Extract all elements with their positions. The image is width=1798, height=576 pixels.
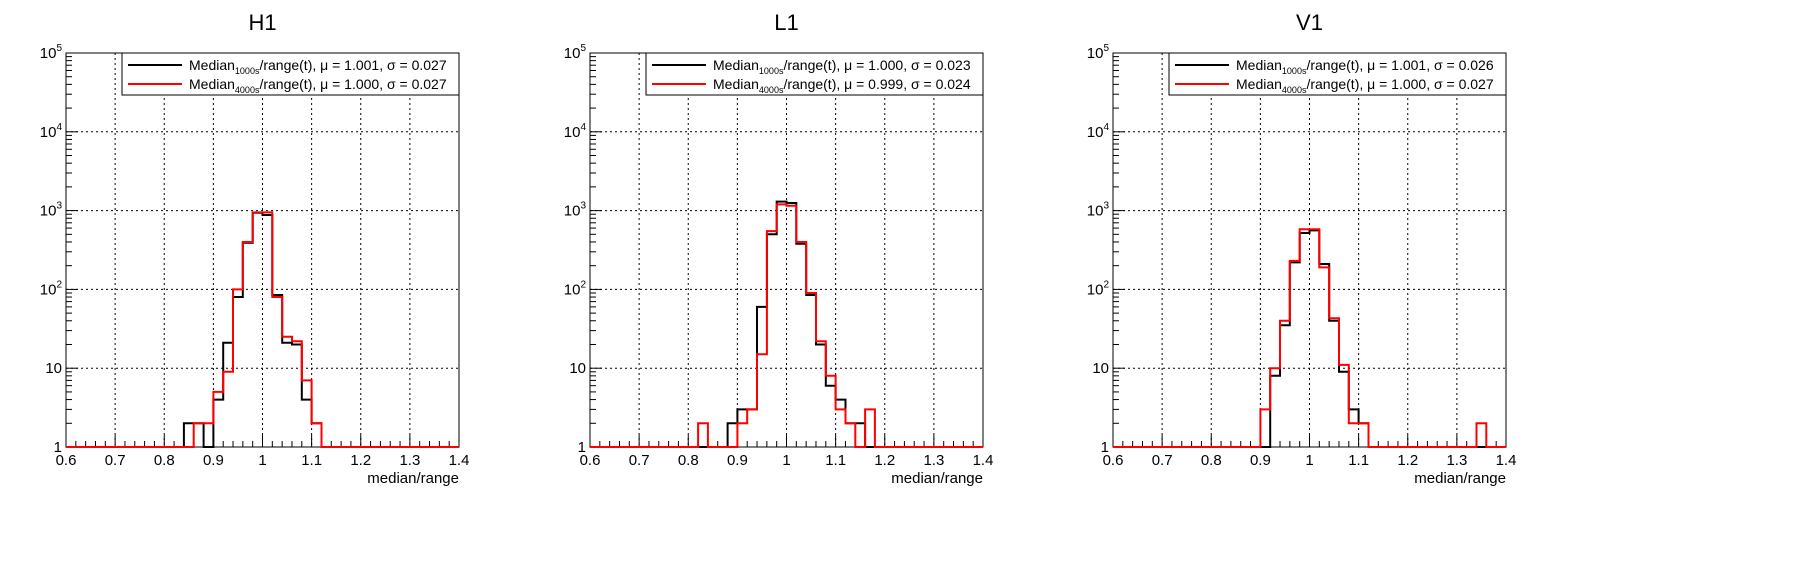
panel-h1: H1 0.6 0.7 0.8 0.9 1 1.1 1.2 1.3 1.4 1 10 102 103 104 1… <box>40 10 470 487</box>
x-tick-label: 1.3 <box>1446 452 1467 469</box>
y-tick-label: 104 <box>1087 122 1110 141</box>
x-tick-label: 1.1 <box>1348 452 1369 469</box>
x-axis-label: median/range <box>891 470 983 487</box>
x-tick-label: 0.7 <box>629 452 650 469</box>
panel-l1: L1 0.6 0.7 0.8 0.9 1 1.1 1.2 1.3 1.4 1 10 102 103 104 1… <box>564 10 994 487</box>
y-tick-label: 10 <box>45 360 62 377</box>
legend-entry: Median4000s/range(t), μ = 1.000, σ = 0.0… <box>189 76 447 95</box>
legend-entry: Median4000s/range(t), μ = 0.999, σ = 0.0… <box>713 76 971 95</box>
legend-box <box>121 52 460 96</box>
legend: Median1000s/range(t), μ = 1.001, σ = 0.0… <box>121 52 460 96</box>
y-tick-label: 1 <box>54 439 62 456</box>
x-tick-label: 0.9 <box>1250 452 1271 469</box>
legend: Median1000s/range(t), μ = 1.000, σ = 0.0… <box>645 52 984 96</box>
y-axis-ticks <box>590 52 602 448</box>
x-tick-label: 1.3 <box>399 452 420 469</box>
grid <box>66 53 459 447</box>
legend-box <box>645 52 984 96</box>
x-tick-label: 1 <box>782 452 790 469</box>
y-tick-label: 104 <box>564 122 587 141</box>
x-tick-label: 0.8 <box>1201 452 1222 469</box>
y-axis-ticks <box>1113 52 1125 448</box>
x-tick-label: 0.9 <box>203 452 224 469</box>
chart-title: V1 <box>1296 10 1323 35</box>
legend-box <box>1168 52 1507 96</box>
y-tick-label: 102 <box>564 279 587 298</box>
x-tick-label: 1 <box>1305 452 1313 469</box>
x-tick-label: 1.1 <box>301 452 322 469</box>
grid <box>1113 53 1506 447</box>
x-axis-label: median/range <box>367 470 459 487</box>
x-tick-label: 1.4 <box>1496 452 1517 469</box>
x-tick-label: 1.3 <box>923 452 944 469</box>
x-tick-label: 0.8 <box>678 452 699 469</box>
y-tick-label: 103 <box>1087 201 1110 220</box>
histogram-series-4000s <box>590 203 983 448</box>
grid <box>590 53 983 447</box>
x-tick-label: 1.4 <box>973 452 994 469</box>
y-tick-label: 10 <box>569 360 586 377</box>
histogram-series-4000s <box>1113 228 1506 448</box>
x-axis-ticks <box>1112 435 1507 447</box>
x-tick-label: 1.1 <box>825 452 846 469</box>
y-tick-label: 104 <box>40 122 63 141</box>
y-tick-label: 105 <box>1087 43 1110 62</box>
histogram-series-4000s <box>66 211 459 448</box>
legend-entry: Median1000s/range(t), μ = 1.001, σ = 0.0… <box>189 57 447 76</box>
x-tick-label: 0.9 <box>727 452 748 469</box>
legend-entry: Median4000s/range(t), μ = 1.000, σ = 0.0… <box>1236 76 1494 95</box>
x-tick-label: 1.4 <box>449 452 470 469</box>
x-tick-label: 1 <box>258 452 266 469</box>
x-tick-label: 0.8 <box>154 452 175 469</box>
x-axis-label: median/range <box>1414 470 1506 487</box>
y-tick-label: 102 <box>1087 279 1110 298</box>
y-axis-ticks <box>66 52 78 448</box>
legend-entry: Median1000s/range(t), μ = 1.001, σ = 0.0… <box>1236 57 1494 76</box>
x-tick-label: 0.6 <box>1103 452 1124 469</box>
y-tick-label: 105 <box>40 43 63 62</box>
y-tick-label: 103 <box>40 201 63 220</box>
x-axis-ticks <box>589 435 984 447</box>
x-tick-label: 0.6 <box>56 452 77 469</box>
x-axis-ticks <box>65 435 460 447</box>
x-tick-label: 1.2 <box>1397 452 1418 469</box>
x-tick-label: 0.7 <box>1152 452 1173 469</box>
chart-title: L1 <box>774 10 798 35</box>
y-tick-label: 102 <box>40 279 63 298</box>
x-tick-label: 0.7 <box>105 452 126 469</box>
legend-entry: Median1000s/range(t), μ = 1.000, σ = 0.0… <box>713 57 971 76</box>
y-tick-label: 1 <box>1101 439 1109 456</box>
x-tick-label: 1.2 <box>350 452 371 469</box>
y-tick-label: 1 <box>578 439 586 456</box>
chart-title: H1 <box>248 10 276 35</box>
panel-v1: V1 0.6 0.7 0.8 0.9 1 1.1 1.2 1.3 1.4 1 10 102 103 104 1… <box>1087 10 1517 487</box>
x-tick-label: 0.6 <box>580 452 601 469</box>
x-tick-label: 1.2 <box>874 452 895 469</box>
legend: Median1000s/range(t), μ = 1.001, σ = 0.0… <box>1168 52 1507 96</box>
y-tick-label: 105 <box>564 43 587 62</box>
y-tick-label: 10 <box>1092 360 1109 377</box>
y-tick-label: 103 <box>564 201 587 220</box>
